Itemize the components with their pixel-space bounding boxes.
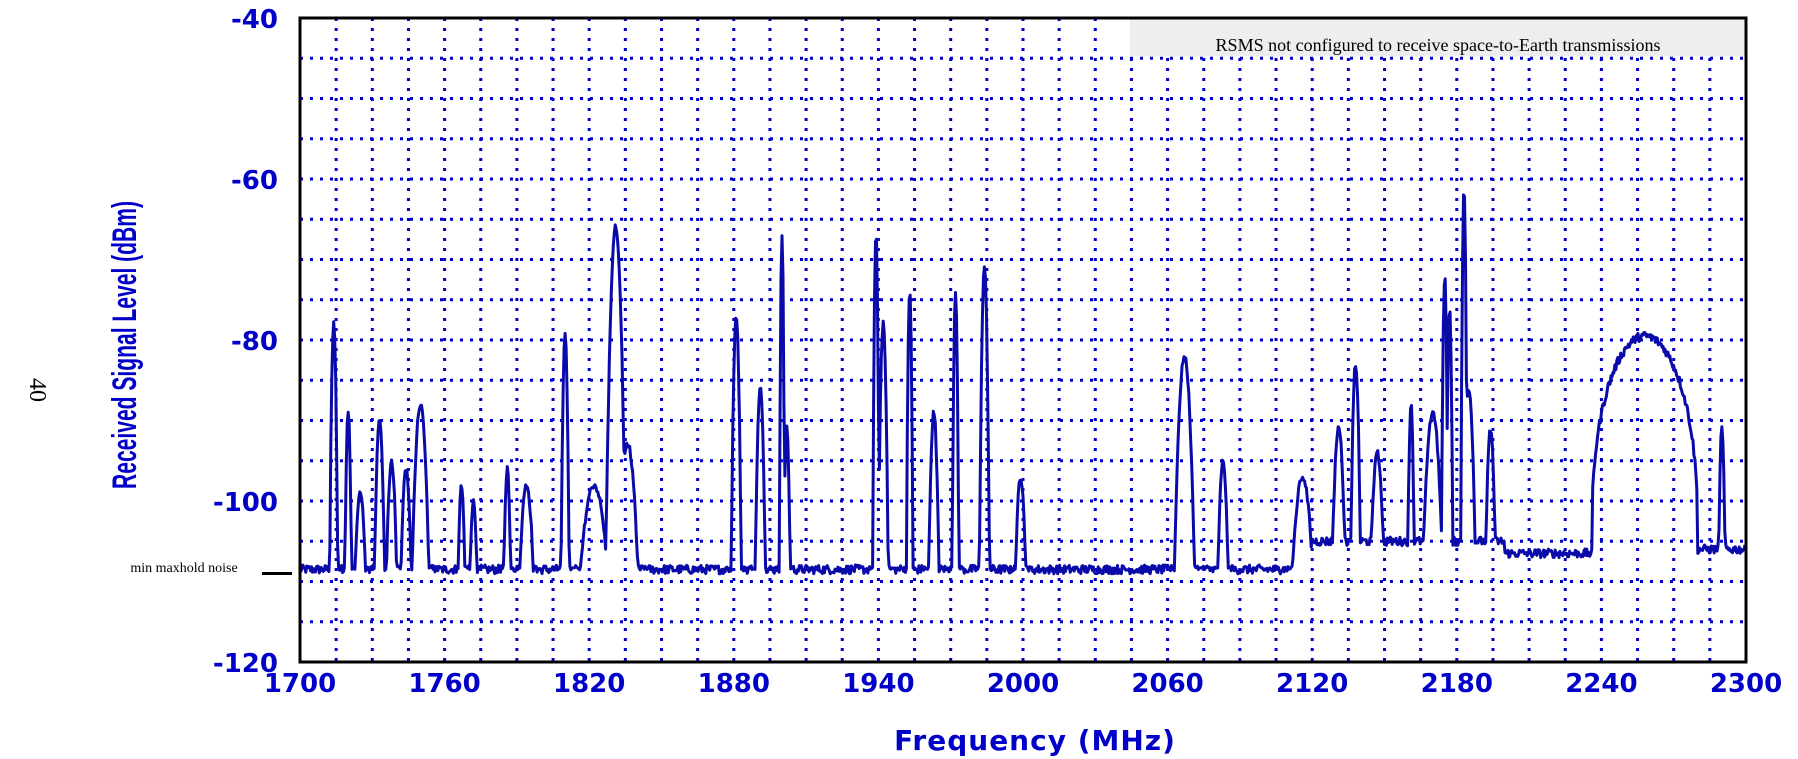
x-tick-labels: 1700 1760 1820 1880 1940 2000 2060 2120 2180 2240… — [264, 669, 1782, 699]
y-tick-label: -60 — [231, 166, 278, 196]
y-tick-label: -120 — [213, 649, 278, 679]
plot-frame — [298, 16, 1748, 664]
y-tick-labels: -40 -60 -80 -100 -120 — [213, 5, 278, 679]
x-tick-label: 1940 — [842, 669, 914, 699]
x-tick-label: 1700 — [264, 669, 336, 699]
x-tick-label: 1760 — [408, 669, 480, 699]
series-line — [298, 193, 1747, 576]
x-tick-label: 2180 — [1421, 669, 1493, 699]
x-tick-label: 2060 — [1131, 669, 1203, 699]
x-axis-label: Frequency (MHz) — [894, 724, 1176, 757]
page-number: 40 — [24, 378, 50, 402]
y-tick-label: -40 — [231, 5, 278, 35]
reference-marker: min maxhold noise — [130, 561, 292, 576]
y-tick-label: -100 — [213, 488, 278, 518]
x-tick-label: 1820 — [553, 669, 625, 699]
x-tick-label: 2240 — [1565, 669, 1637, 699]
note-box: RSMS not configured to receive space-to-… — [1130, 18, 1746, 56]
x-tick-label: 2120 — [1276, 669, 1348, 699]
x-tick-label: 2000 — [987, 669, 1059, 699]
reference-label: min maxhold noise — [130, 561, 237, 576]
x-tick-label: 2300 — [1710, 669, 1782, 699]
y-tick-label: -80 — [231, 327, 278, 357]
note-text: RSMS not configured to receive space-to-… — [1216, 35, 1661, 55]
x-tick-label: 1880 — [698, 669, 770, 699]
note-box-background — [1130, 18, 1746, 56]
y-axis-label: Received Signal Level (dBm) — [105, 201, 143, 489]
